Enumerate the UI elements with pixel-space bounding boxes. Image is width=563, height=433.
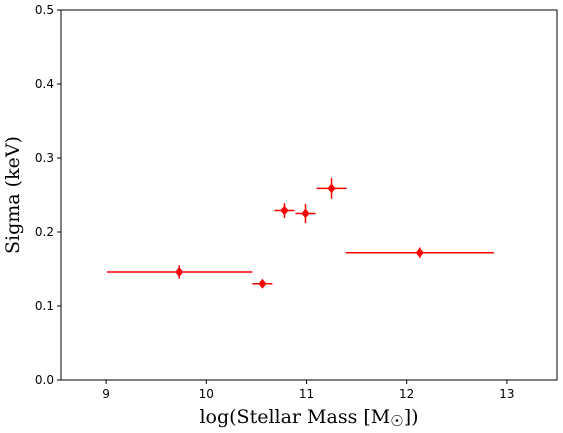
diamond-marker xyxy=(301,208,310,219)
y-tick-label: 0.4 xyxy=(35,77,54,91)
x-tick-label: 9 xyxy=(102,387,110,401)
y-tick-label: 0.0 xyxy=(35,373,54,387)
data-point xyxy=(252,278,273,289)
x-axis-label: log(Stellar Mass [M☉]) xyxy=(199,406,418,430)
x-tick-label: 11 xyxy=(299,387,314,401)
y-tick-label: 0.2 xyxy=(35,225,54,239)
x-tick-label: 10 xyxy=(199,387,214,401)
data-marks xyxy=(107,177,494,289)
x-tick-label: 13 xyxy=(499,387,514,401)
data-point xyxy=(316,177,347,199)
diamond-marker xyxy=(327,183,336,194)
diamond-marker xyxy=(258,278,267,289)
data-point xyxy=(345,247,494,258)
data-point xyxy=(274,203,295,218)
data-point xyxy=(295,203,316,224)
y-tick-label: 0.1 xyxy=(35,299,54,313)
data-point xyxy=(107,265,253,279)
diamond-marker xyxy=(280,205,289,216)
y-tick-label: 0.5 xyxy=(35,3,54,17)
y-tick-label: 0.3 xyxy=(35,151,54,165)
y-axis-label: Sigma (keV) xyxy=(2,136,24,254)
plot-frame xyxy=(60,9,558,381)
diamond-marker xyxy=(415,247,424,258)
diamond-marker xyxy=(175,266,184,277)
x-tick-label: 12 xyxy=(399,387,414,401)
x-axis-ticks: 9 10 11 12 13 xyxy=(102,380,515,401)
y-axis-ticks: 0.0 0.1 0.2 0.3 0.4 0.5 xyxy=(35,3,61,387)
sun-symbol: ☉ xyxy=(390,412,403,430)
